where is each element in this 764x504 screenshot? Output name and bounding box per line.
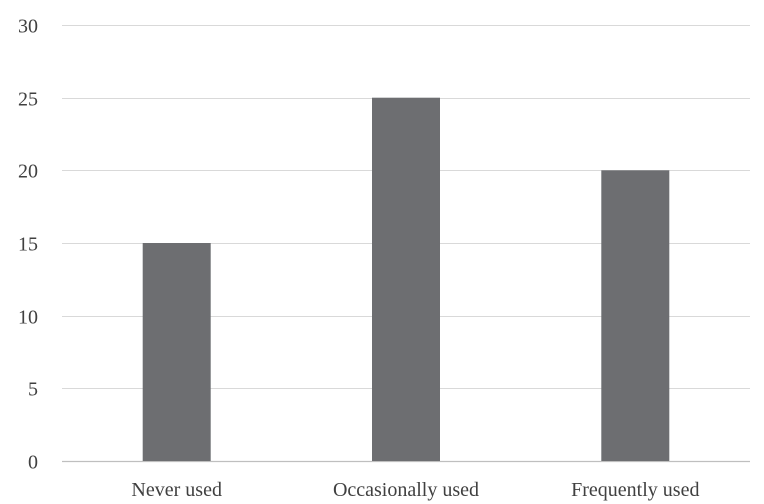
y-tick-label: 30 <box>18 16 38 38</box>
y-tick-label: 20 <box>18 161 38 183</box>
y-tick-label: 15 <box>18 234 38 256</box>
y-tick-label: 5 <box>28 379 38 401</box>
x-tick-label: Occasionally used <box>333 479 479 501</box>
bar-never-used <box>142 243 211 461</box>
x-axis-labels: Never used Occasionally used Frequently us… <box>131 479 699 501</box>
y-tick-label: 10 <box>18 307 38 329</box>
y-tick-label: 0 <box>28 452 38 474</box>
y-axis-ticks: 0 5 10 15 20 25 30 <box>18 16 38 474</box>
x-tick-label: Never used <box>131 479 222 501</box>
bars <box>142 97 670 462</box>
bar-frequently-used <box>601 170 670 462</box>
x-tick-label: Frequently used <box>571 479 699 501</box>
y-tick-label: 25 <box>18 89 38 111</box>
bar-occasionally-used <box>372 97 440 461</box>
